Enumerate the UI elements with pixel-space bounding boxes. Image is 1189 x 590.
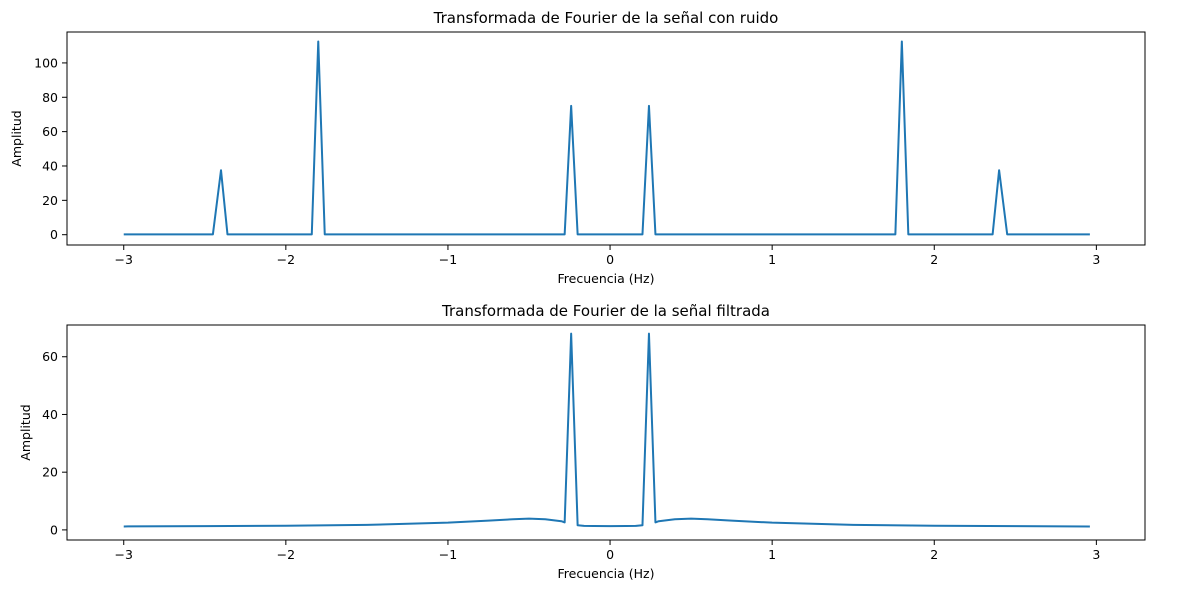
series-line-0 bbox=[123, 40, 1090, 236]
x-tick-label: 1 bbox=[768, 547, 776, 562]
x-tick-label: 2 bbox=[930, 252, 938, 267]
series-line-0 bbox=[123, 332, 1090, 528]
x-tick-label: −1 bbox=[439, 547, 457, 562]
x-tick-label: −2 bbox=[277, 252, 295, 267]
x-axis-label: Frecuencia (Hz) bbox=[558, 566, 655, 581]
y-tick-label: 40 bbox=[42, 158, 58, 173]
x-tick-label: −3 bbox=[115, 252, 133, 267]
x-tick-label: 2 bbox=[930, 547, 938, 562]
x-tick-label: 3 bbox=[1092, 547, 1100, 562]
chart-title: Transformada de Fourier de la señal con … bbox=[433, 9, 779, 27]
y-tick-label: 40 bbox=[42, 407, 58, 422]
axes-frame bbox=[66, 324, 1146, 541]
x-tick-label: 1 bbox=[768, 252, 776, 267]
x-axis-label: Frecuencia (Hz) bbox=[558, 271, 655, 286]
x-tick-label: 0 bbox=[606, 252, 614, 267]
x-tick-label: 0 bbox=[606, 547, 614, 562]
y-tick-label: 100 bbox=[34, 55, 58, 70]
plot-filtered-spectrum: Transformada de Fourier de la señal filt… bbox=[18, 302, 1146, 581]
x-tick-label: −1 bbox=[439, 252, 457, 267]
y-tick-label: 20 bbox=[42, 465, 58, 480]
x-tick-label: 3 bbox=[1092, 252, 1100, 267]
x-tick-label: −2 bbox=[277, 547, 295, 562]
y-tick-label: 0 bbox=[50, 522, 58, 537]
y-tick-label: 20 bbox=[42, 193, 58, 208]
chart-title: Transformada de Fourier de la señal filt… bbox=[441, 302, 770, 320]
y-tick-label: 0 bbox=[50, 227, 58, 242]
plot-noisy-spectrum: Transformada de Fourier de la señal con … bbox=[9, 9, 1146, 286]
x-tick-label: −3 bbox=[115, 547, 133, 562]
y-axis-label: Amplitud bbox=[18, 404, 33, 460]
y-axis-label: Amplitud bbox=[9, 110, 24, 166]
y-tick-label: 60 bbox=[42, 124, 58, 139]
y-tick-label: 80 bbox=[42, 90, 58, 105]
y-tick-label: 60 bbox=[42, 349, 58, 364]
axes-frame bbox=[66, 31, 1146, 246]
